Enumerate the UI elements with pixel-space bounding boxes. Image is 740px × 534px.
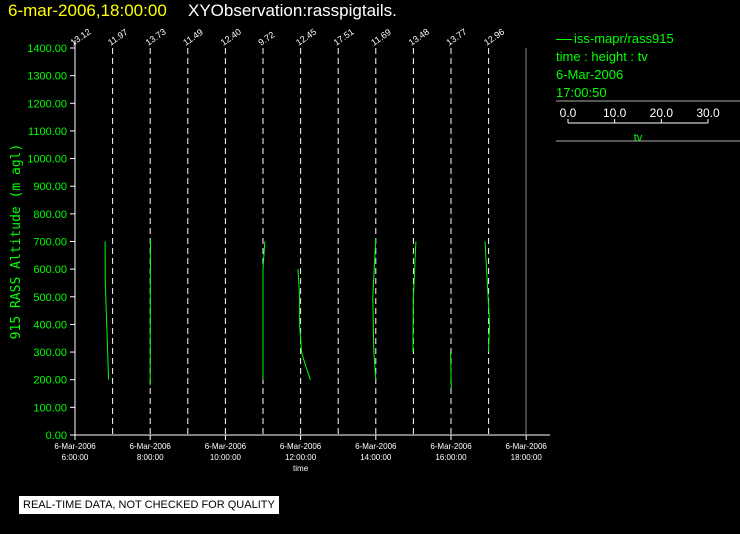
- legend-time: 17:00:50: [556, 85, 607, 100]
- profile-line: [104, 241, 110, 380]
- profile-label: 12.96: [482, 27, 506, 48]
- x-tick-date: 6-Mar-2006: [506, 442, 548, 451]
- x-tick-time: 8:00:00: [137, 453, 164, 462]
- profile-label: 13.12: [68, 27, 92, 48]
- legend-date: 6-Mar-2006: [556, 67, 624, 82]
- legend-series: iss-mapr/rass915: [556, 30, 740, 48]
- x-tick-date: 6-Mar-2006: [430, 442, 472, 451]
- y-tick-label: 200.00: [33, 375, 67, 387]
- legend-vars: time : height : tv: [556, 49, 648, 64]
- profile-line: [297, 269, 311, 380]
- y-tick-label: 700.00: [33, 237, 67, 249]
- x-tick-time: 12:00:00: [285, 453, 317, 462]
- y-tick-label: 0.00: [46, 430, 67, 442]
- y-tick-label: 1400.00: [27, 43, 67, 55]
- profile-label: 17.51: [332, 27, 356, 48]
- y-tick-label: 1000.00: [27, 154, 67, 166]
- profile-label: 13.48: [407, 27, 431, 48]
- header-date: 6-mar-2006,18:00:00: [8, 1, 167, 20]
- profile-label: 9.72: [256, 29, 276, 47]
- profile-label: 13.73: [144, 27, 168, 48]
- y-tick-label: 500.00: [33, 292, 67, 304]
- y-tick-label: 1100.00: [28, 126, 67, 138]
- y-tick-label: 600.00: [33, 264, 67, 276]
- y-tick-label: 300.00: [33, 347, 67, 359]
- header-title: XYObservation:rasspigtails.: [188, 1, 397, 20]
- x-tick-date: 6-Mar-2006: [130, 442, 172, 451]
- y-tick-label: 800.00: [33, 209, 67, 221]
- y-tick-label: 1200.00: [27, 98, 67, 110]
- x-tick-time: 18:00:00: [511, 453, 543, 462]
- legend-scale-label: tv: [634, 132, 643, 144]
- x-tick-date: 6-Mar-2006: [205, 442, 247, 451]
- profile-label: 11.69: [369, 27, 393, 48]
- profile-label: 11.49: [181, 27, 205, 48]
- profile-label: 12.40: [219, 27, 243, 48]
- profile-line: [412, 241, 417, 353]
- profile-label: 13.77: [444, 27, 468, 48]
- x-tick-date: 6-Mar-2006: [54, 442, 96, 451]
- x-tick-date: 6-Mar-2006: [355, 442, 397, 451]
- y-tick-label: 1300.00: [27, 71, 67, 83]
- profile-label: 11.97: [106, 27, 130, 48]
- y-tick-label: 100.00: [33, 402, 67, 414]
- quality-disclaimer: REAL-TIME DATA, NOT CHECKED FOR QUALITY: [19, 496, 279, 514]
- legend-panel: iss-mapr/rass915 time : height : tv 6-Ma…: [556, 30, 740, 102]
- x-axis-label: time: [293, 464, 309, 473]
- x-tick-date: 6-Mar-2006: [280, 442, 322, 451]
- legend-scale-tick-label: 30.0: [696, 106, 720, 120]
- profile-line: [484, 241, 491, 353]
- legend-scale-tick-label: 20.0: [650, 106, 674, 120]
- profile-line: [450, 352, 452, 389]
- profile-line: [262, 241, 266, 380]
- legend-scale-tick-label: 10.0: [603, 106, 627, 120]
- x-tick-time: 6:00:00: [62, 453, 89, 462]
- profile-line: [372, 238, 377, 380]
- x-tick-time: 10:00:00: [210, 453, 242, 462]
- x-tick-time: 16:00:00: [435, 453, 467, 462]
- legend-scale-tick-label: 0.0: [560, 106, 577, 120]
- y-tick-label: 400.00: [33, 319, 67, 331]
- y-tick-label: 900.00: [33, 181, 67, 193]
- profile-label: 12.45: [294, 27, 318, 48]
- y-axis-label: 915 RASS Altitude (m agl): [9, 144, 24, 340]
- x-tick-time: 14:00:00: [360, 453, 392, 462]
